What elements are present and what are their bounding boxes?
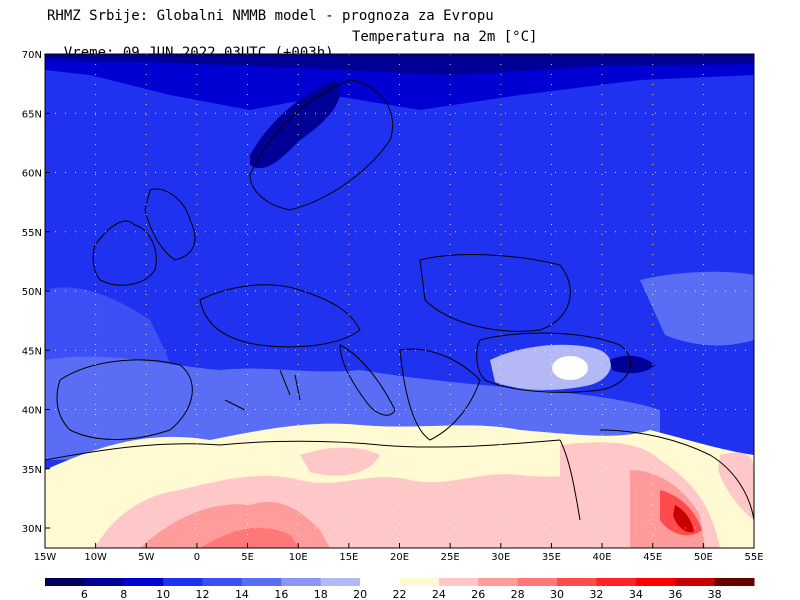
lon-label: 15W (34, 552, 57, 563)
colorbar-label: 14 (235, 588, 249, 600)
colorbar-label: 36 (668, 588, 682, 600)
colorbar-label: 28 (511, 588, 525, 600)
lon-label: 5E (241, 552, 254, 563)
colorbar-label: 10 (156, 588, 170, 600)
colorbar-swatch (438, 578, 479, 586)
coastlines (45, 79, 754, 521)
latitude-labels: 70N 65N 60N 55N 50N 45N 40N 35N 30N (22, 50, 50, 535)
colorbar-label: 16 (274, 588, 288, 600)
colorbar-swatch (635, 578, 676, 586)
colorbar-swatch (478, 578, 519, 586)
lat-label: 40N (22, 406, 42, 417)
colorbar-label: 30 (550, 588, 564, 600)
colorbar-swatch (360, 578, 400, 586)
lat-label: 55N (22, 228, 42, 239)
colorbar-label: 38 (708, 588, 722, 600)
graticule (45, 54, 754, 548)
lat-label: 70N (22, 50, 42, 61)
colorbar-label: 22 (393, 588, 407, 600)
lat-label: 65N (22, 109, 42, 120)
lon-label: 10W (84, 552, 107, 563)
colorbar-swatch (241, 578, 282, 586)
lat-label: 35N (22, 465, 42, 476)
colorbar-label: 26 (471, 588, 485, 600)
colorbar-swatch (557, 578, 597, 586)
longitude-labels: 15W 10W 5W 0 5E 10E 15E 20E 25E 30E 35E 40E 45E 50E 55… (34, 543, 764, 563)
colorbar-swatch (281, 578, 322, 586)
lon-label: 10E (289, 552, 308, 563)
lat-label: 30N (22, 524, 42, 535)
colorbar-label: 18 (314, 588, 328, 600)
lon-label: 35E (542, 552, 561, 563)
colorbar-label: 24 (432, 588, 446, 600)
colorbar-swatch (202, 578, 243, 586)
colorbar-label: 34 (629, 588, 643, 600)
lon-label: 0 (194, 552, 200, 563)
lat-label: 50N (22, 287, 42, 298)
temperature-field (45, 54, 754, 548)
colorbar-swatch (517, 578, 558, 586)
lat-label: 45N (22, 346, 42, 357)
lon-label: 45E (643, 552, 662, 563)
colorbar-label: 20 (353, 588, 367, 600)
colorbar-swatch (84, 578, 125, 586)
colorbar-label: 6 (81, 588, 88, 600)
lon-label: 15E (339, 552, 358, 563)
colorbar-swatch (596, 578, 637, 586)
colorbar-swatch (399, 578, 440, 586)
lat-label: 60N (22, 169, 42, 180)
colorbar-swatch (675, 578, 716, 586)
lon-label: 55E (744, 552, 763, 563)
colorbar-swatch (123, 578, 164, 586)
lon-label: 25E (441, 552, 460, 563)
lon-label: 30E (491, 552, 510, 563)
colorbar-label: 8 (120, 588, 127, 600)
colorbar-label: 32 (589, 588, 603, 600)
parameter-label: Temperatura na 2m [°C] (352, 29, 538, 45)
colorbar-swatch (45, 578, 85, 586)
lon-label: 5W (138, 552, 154, 563)
colorbar-swatch (714, 578, 755, 586)
colorbar-swatch (320, 578, 361, 586)
lon-label: 20E (390, 552, 409, 563)
lon-label: 40E (593, 552, 612, 563)
lon-label: 50E (694, 552, 713, 563)
colorbar-label: 12 (196, 588, 210, 600)
map-title: RHMZ Srbije: Globalni NMMB model - progn… (47, 8, 494, 24)
colorbar-swatch (163, 578, 204, 586)
colorbar: 6 8 10 12 14 16 18 20 22 24 26 28 30 32 34 36 38 (45, 578, 755, 600)
